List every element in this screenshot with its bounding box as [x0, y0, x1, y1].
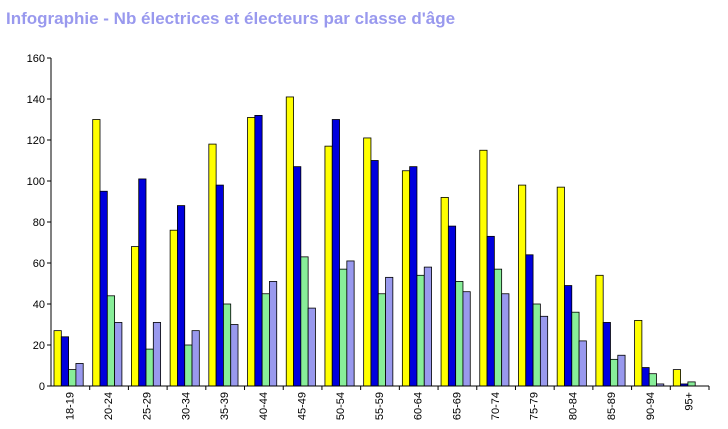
bar-40-44-series-4: [269, 281, 278, 387]
bar-45-49-series-3: [300, 256, 309, 387]
bar-85-89-series-4: [617, 354, 626, 387]
x-tick-label-25-29: 25-29: [142, 392, 154, 420]
bar-75-79-series-3: [532, 303, 541, 387]
x-axis-ticks: 18-19 20-24 25-29 30-34 35-39 40-44 45-49 50-54…: [64, 386, 710, 420]
x-tick-label-30-34: 30-34: [180, 392, 192, 420]
y-tick-label: 100: [27, 176, 45, 188]
bars-layer: [53, 96, 696, 387]
bar-60-64-series-3: [416, 274, 425, 387]
bar-40-44-series-3: [261, 293, 270, 387]
bar-95+-series-1: [672, 369, 681, 387]
bar-90-94-series-2: [641, 367, 650, 387]
bar-35-39-series-1: [208, 143, 217, 387]
bar-25-29-series-1: [131, 246, 140, 387]
y-tick-label: 0: [39, 381, 45, 393]
bar-35-39-series-3: [223, 303, 232, 387]
bar-90-94-series-1: [634, 319, 643, 387]
y-tick-label: 40: [33, 299, 45, 311]
bar-80-84-series-1: [556, 186, 565, 387]
bar-18-19-series-1: [53, 330, 62, 387]
bar-40-44-series-2: [254, 115, 263, 387]
bar-25-29-series-4: [152, 322, 162, 387]
bar-18-19-series-2: [60, 336, 69, 387]
bar-55-59-series-3: [377, 293, 386, 387]
bar-20-24-series-3: [106, 295, 116, 387]
x-tick-label-50-54: 50-54: [335, 392, 347, 420]
bar-85-89-series-3: [610, 358, 619, 387]
bar-45-49-series-2: [293, 166, 302, 387]
y-tick-label: 120: [27, 135, 45, 147]
bar-85-89-series-1: [595, 274, 604, 387]
x-tick-label-90-94: 90-94: [645, 392, 657, 420]
x-tick-label-80-84: 80-84: [567, 392, 579, 420]
bar-55-59-series-2: [370, 160, 379, 387]
bar-30-34-series-2: [177, 205, 186, 387]
bar-30-34-series-4: [191, 330, 200, 387]
x-tick-label-45-49: 45-49: [296, 392, 308, 420]
x-tick-label-55-59: 55-59: [374, 392, 386, 420]
x-tick-label-18-19: 18-19: [64, 392, 76, 420]
x-tick-label-40-44: 40-44: [258, 392, 270, 420]
bar-75-79-series-4: [539, 315, 549, 387]
bar-60-64-series-2: [409, 166, 418, 387]
y-tick-label: 20: [33, 340, 45, 352]
x-tick-label-35-39: 35-39: [219, 392, 231, 420]
bar-18-19-series-4: [75, 363, 84, 387]
y-axis-ticks: 0 20 40 60 80 100 120 140 160: [27, 53, 51, 393]
bar-65-69-series-3: [455, 281, 464, 387]
bar-70-74-series-3: [493, 268, 503, 387]
bar-80-84-series-4: [578, 340, 587, 387]
bar-18-19-series-3: [68, 369, 77, 387]
x-tick-label-65-69: 65-69: [451, 392, 463, 420]
bar-70-74-series-4: [501, 293, 510, 387]
bar-25-29-series-2: [138, 178, 147, 387]
bar-50-54-series-4: [346, 260, 355, 387]
y-tick-label: 60: [33, 258, 45, 270]
y-tick-label: 140: [27, 94, 45, 106]
bar-55-59-series-1: [363, 137, 372, 387]
bar-50-54-series-3: [339, 268, 348, 387]
bar-30-34-series-1: [169, 229, 178, 387]
bar-65-69-series-1: [440, 196, 449, 387]
bar-40-44-series-1: [247, 117, 256, 387]
bar-70-74-series-2: [486, 235, 495, 387]
bar-60-64-series-1: [401, 170, 411, 387]
bar-20-24-series-4: [114, 322, 123, 387]
bar-30-34-series-3: [184, 344, 193, 387]
y-tick-label: 80: [33, 217, 45, 229]
bar-65-69-series-2: [447, 225, 457, 387]
bar-75-79-series-2: [525, 254, 534, 387]
bar-50-54-series-2: [331, 119, 340, 387]
bar-25-29-series-3: [145, 348, 154, 387]
bar-85-89-series-2: [602, 322, 611, 387]
bar-70-74-series-1: [479, 149, 488, 387]
bar-50-54-series-1: [324, 145, 333, 387]
x-tick-label-95+: 95+: [684, 392, 696, 411]
bar-65-69-series-4: [462, 291, 471, 387]
y-tick-label: 160: [27, 53, 45, 65]
bar-20-24-series-2: [99, 190, 108, 387]
chart-title: Infographie - Nb électrices et électeurs…: [6, 9, 456, 28]
bar-95+-series-3: [687, 381, 696, 387]
bar-45-49-series-4: [307, 307, 316, 387]
x-tick-label-85-89: 85-89: [606, 392, 618, 420]
x-tick-label-60-64: 60-64: [413, 392, 425, 420]
x-tick-label-75-79: 75-79: [529, 392, 541, 420]
bar-35-39-series-2: [215, 184, 224, 387]
bar-80-84-series-3: [571, 311, 580, 387]
bar-90-94-series-3: [648, 373, 657, 387]
bar-45-49-series-1: [285, 96, 294, 387]
bar-75-79-series-1: [518, 184, 527, 387]
bar-60-64-series-4: [423, 266, 432, 387]
bar-20-24-series-1: [92, 119, 101, 387]
bar-80-84-series-2: [564, 285, 573, 387]
x-tick-label-70-74: 70-74: [490, 392, 502, 420]
bar-35-39-series-4: [230, 324, 239, 387]
bar-55-59-series-4: [385, 276, 394, 387]
x-tick-label-20-24: 20-24: [103, 392, 115, 420]
